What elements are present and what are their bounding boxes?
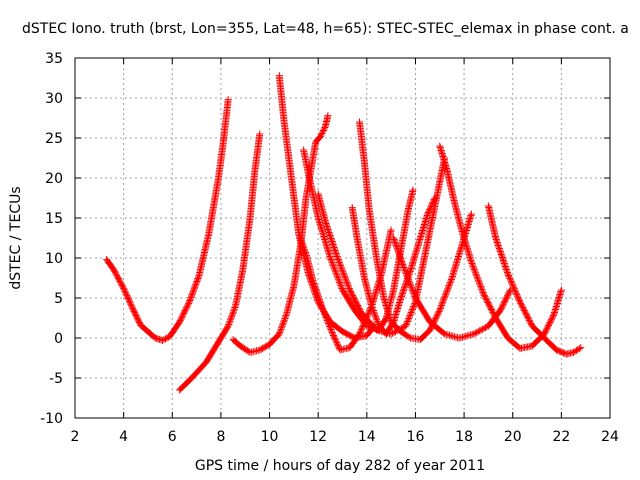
series-curve xyxy=(390,234,514,342)
y-tick-label: 5 xyxy=(54,291,63,307)
x-tick-label: 18 xyxy=(455,429,473,445)
x-tick-label: 12 xyxy=(309,429,327,445)
series-curve xyxy=(176,130,264,394)
series-markers xyxy=(176,130,264,394)
series-curve xyxy=(356,118,475,344)
y-tick-label: 10 xyxy=(45,251,63,267)
x-tick-label: 22 xyxy=(552,429,570,445)
series-curve xyxy=(436,142,565,352)
y-tick-label: 15 xyxy=(45,211,63,227)
series-markers xyxy=(436,142,565,352)
y-tick-label: 25 xyxy=(45,131,63,147)
y-axis-label: dSTEC / TECUs xyxy=(8,186,24,289)
series-curve xyxy=(484,202,585,358)
chart-title: dSTEC Iono. truth (brst, Lon=355, Lat=48… xyxy=(22,21,629,37)
series-markers xyxy=(314,154,449,338)
x-tick-label: 10 xyxy=(261,429,279,445)
x-tick-label: 2 xyxy=(71,429,80,445)
x-axis-ticks: 2 4 6 8 10 12 14 16 18 20 22 24 xyxy=(71,58,619,445)
x-tick-label: 24 xyxy=(601,429,619,445)
series-curve xyxy=(348,194,439,338)
y-axis-ticks: -10 -5 0 5 10 15 20 25 30 35 xyxy=(40,51,610,427)
x-tick-label: 6 xyxy=(168,429,177,445)
series-curve xyxy=(103,96,232,344)
plot-frame xyxy=(74,57,611,419)
x-tick-label: 8 xyxy=(216,429,225,445)
x-tick-label: 14 xyxy=(358,429,376,445)
x-tick-label: 20 xyxy=(504,429,522,445)
series-markers xyxy=(348,194,439,338)
grid-lines xyxy=(75,58,610,418)
y-tick-label: 20 xyxy=(45,171,63,187)
series-markers xyxy=(103,96,232,344)
x-axis-label: GPS time / hours of day 282 of year 2011 xyxy=(195,458,485,474)
y-tick-label: 35 xyxy=(45,51,63,67)
series-markers xyxy=(390,234,514,342)
series-markers xyxy=(356,118,475,344)
x-tick-label: 16 xyxy=(407,429,425,445)
series-markers xyxy=(484,202,585,358)
data-markers xyxy=(103,72,585,394)
y-tick-label: 30 xyxy=(45,91,63,107)
y-tick-label: 0 xyxy=(54,331,63,347)
y-tick-label: -10 xyxy=(40,411,63,427)
series-curve xyxy=(314,154,449,338)
x-tick-label: 4 xyxy=(119,429,128,445)
y-tick-label: -5 xyxy=(49,371,63,387)
